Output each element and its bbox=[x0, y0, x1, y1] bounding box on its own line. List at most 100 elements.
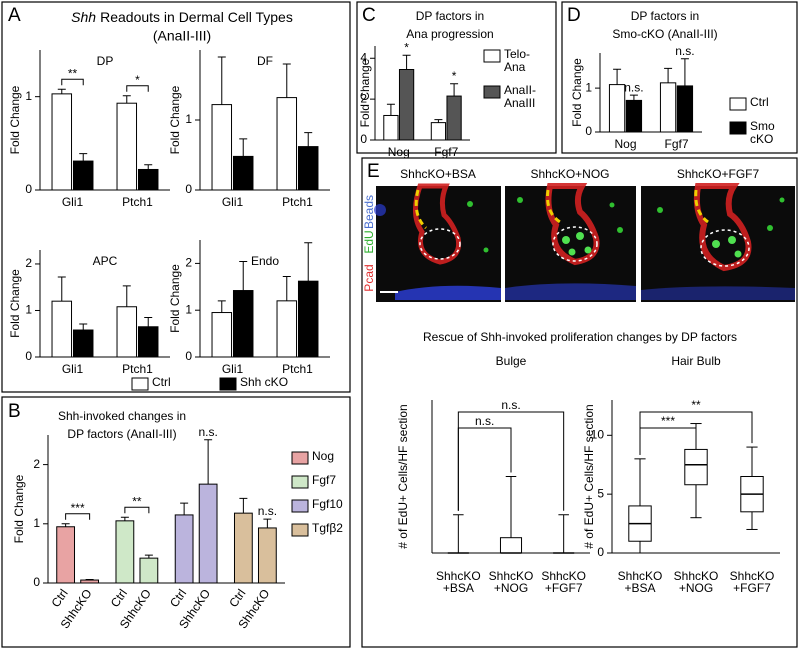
error-bar bbox=[239, 497, 248, 514]
y-axis-label: Fold Change bbox=[168, 85, 182, 154]
y-axis-label: Fold Change bbox=[8, 269, 22, 338]
x-tick-label: Gli1 bbox=[222, 362, 244, 376]
error-bar bbox=[144, 316, 153, 327]
error-bar bbox=[434, 119, 443, 123]
legend-text-box: Smo cKO bbox=[750, 120, 775, 146]
error-bar bbox=[79, 153, 88, 162]
error-bar bbox=[144, 554, 153, 559]
error-bar bbox=[450, 83, 459, 97]
channel-label: EdU bbox=[362, 230, 376, 253]
significance-label: n.s. bbox=[675, 44, 694, 58]
x-tick-label: Nog bbox=[614, 137, 636, 151]
bar bbox=[257, 527, 277, 584]
panel-e-title: Rescue of Shh-invoked proliferation chan… bbox=[423, 330, 737, 344]
panel-e-frame bbox=[361, 157, 798, 648]
legend-label: Fgf7 bbox=[312, 474, 337, 487]
bar bbox=[659, 82, 677, 133]
legend-text-box: Shh cKO bbox=[240, 376, 288, 389]
x-tick-label: Ctrl bbox=[49, 587, 71, 610]
panel-letter: E bbox=[367, 161, 380, 182]
bar bbox=[446, 95, 462, 141]
significance-label: n.s. bbox=[501, 398, 520, 412]
legend-label: Ctrl bbox=[152, 376, 171, 389]
bar bbox=[211, 312, 233, 358]
legend-swatch bbox=[291, 475, 309, 489]
significance-label: * bbox=[135, 73, 140, 87]
chart-title: DP factors in bbox=[631, 9, 699, 23]
legend-label: Telo-Ana bbox=[504, 48, 531, 75]
y-tick-label: 1 bbox=[185, 112, 192, 126]
y-tick-label: 1 bbox=[25, 303, 32, 317]
error-bar bbox=[217, 56, 226, 105]
y-axis-label: Fold Change bbox=[358, 58, 372, 127]
y-axis-label: Fold Change bbox=[8, 85, 22, 154]
box bbox=[684, 448, 708, 486]
legend-text-box: AnaII-AnaIII bbox=[504, 84, 536, 110]
micrograph bbox=[641, 183, 795, 302]
x-tick-label: Fgf7 bbox=[434, 145, 458, 159]
bar bbox=[198, 483, 218, 584]
title-text: Readouts in Dermal Cell Types bbox=[100, 9, 293, 25]
significance-label: n.s. bbox=[198, 425, 217, 439]
micrograph bbox=[374, 183, 501, 302]
legend-text-box: Fgf10 bbox=[312, 498, 343, 511]
error-bar bbox=[217, 300, 226, 313]
legend-text-box: Tgfβ2 bbox=[312, 522, 343, 535]
significance-label: * bbox=[404, 40, 409, 54]
bar bbox=[676, 85, 694, 133]
bar bbox=[232, 155, 254, 191]
legend-label: Tgfβ2 bbox=[312, 522, 343, 535]
bar bbox=[72, 160, 94, 191]
error-bar bbox=[282, 276, 291, 301]
x-tick-label: Fgf7 bbox=[664, 137, 688, 151]
x-tick-label: +BSA bbox=[624, 581, 655, 595]
error-bar bbox=[144, 164, 153, 170]
error-bar bbox=[61, 523, 70, 527]
y-axis-label: # of EdU+ Cells/HF section bbox=[396, 404, 410, 548]
error-bar bbox=[180, 502, 189, 515]
legend-label: Nog bbox=[312, 450, 335, 463]
bar bbox=[232, 290, 254, 358]
channel-label: Pcad bbox=[362, 264, 376, 291]
y-tick-label: 2 bbox=[360, 91, 367, 105]
error-bar bbox=[613, 68, 622, 85]
bar bbox=[56, 526, 76, 584]
chart-title: Ana progression bbox=[406, 27, 493, 41]
x-tick-label: +FGF7 bbox=[545, 581, 583, 595]
panel-d-frame bbox=[561, 1, 798, 154]
bar bbox=[139, 557, 159, 584]
error-bar bbox=[282, 63, 291, 98]
significance-bracket bbox=[457, 427, 512, 511]
legend-label: Ctrl bbox=[750, 96, 769, 109]
error-bar bbox=[402, 54, 411, 70]
x-tick-label: ShhcKO bbox=[618, 569, 663, 583]
x-tick-label: ShhcKO bbox=[541, 569, 586, 583]
x-tick-label: Ctrl bbox=[226, 587, 248, 610]
significance-bracket bbox=[61, 78, 84, 86]
significance-bracket bbox=[124, 506, 150, 514]
bar bbox=[233, 512, 253, 584]
bar bbox=[276, 300, 298, 358]
x-tick-label: Gli1 bbox=[62, 195, 84, 209]
chart-title: Shh-invoked changes in bbox=[58, 409, 186, 423]
significance-bracket bbox=[457, 411, 565, 511]
y-tick-label: 0 bbox=[33, 575, 40, 589]
x-tick-label: Gli1 bbox=[62, 362, 84, 376]
significance-label: n.s. bbox=[624, 80, 643, 94]
y-tick-label: 0 bbox=[25, 182, 32, 196]
x-tick-label: ShhcKO bbox=[674, 569, 719, 583]
panel-letter: C bbox=[362, 5, 376, 26]
bar bbox=[276, 97, 298, 191]
x-tick-label: Ptch1 bbox=[282, 362, 313, 376]
y-tick-label: 1 bbox=[185, 302, 192, 316]
y-axis-label: Fold Change bbox=[570, 58, 584, 127]
image-label: ShhcKO+BSA bbox=[400, 167, 476, 181]
y-tick-label: 2 bbox=[25, 256, 32, 270]
panel-c-frame bbox=[356, 1, 557, 154]
bar bbox=[116, 306, 138, 358]
error-bar bbox=[57, 88, 66, 94]
panel-letter: D bbox=[567, 5, 581, 26]
panel-a-subtitle: (AnaII-III) bbox=[153, 28, 211, 44]
error-bar bbox=[664, 67, 673, 83]
